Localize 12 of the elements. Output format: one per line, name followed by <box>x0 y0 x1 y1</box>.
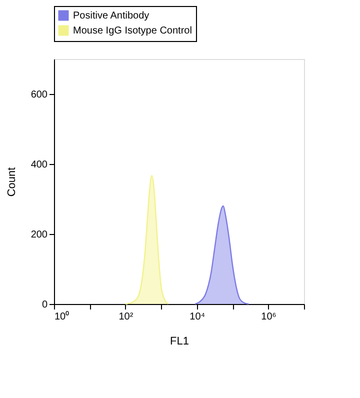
y-axis-title: Count <box>6 167 18 197</box>
x-axis-title: FL1 <box>170 336 189 348</box>
x-tick-label: 10⁶ <box>261 312 276 322</box>
x-tick-label: 10⁰ <box>54 310 70 322</box>
legend-label: Mouse IgG Isotype Control <box>73 26 192 36</box>
x-tick-label: 10⁴ <box>190 312 206 322</box>
y-tick-label: 400 <box>30 160 48 170</box>
y-tick-label: 600 <box>30 90 48 100</box>
legend-label: Positive Antibody <box>73 10 150 22</box>
y-tick-label: 200 <box>30 230 48 240</box>
y-tick-label: 0 <box>42 300 48 310</box>
x-tick-label: 10² <box>118 312 134 322</box>
